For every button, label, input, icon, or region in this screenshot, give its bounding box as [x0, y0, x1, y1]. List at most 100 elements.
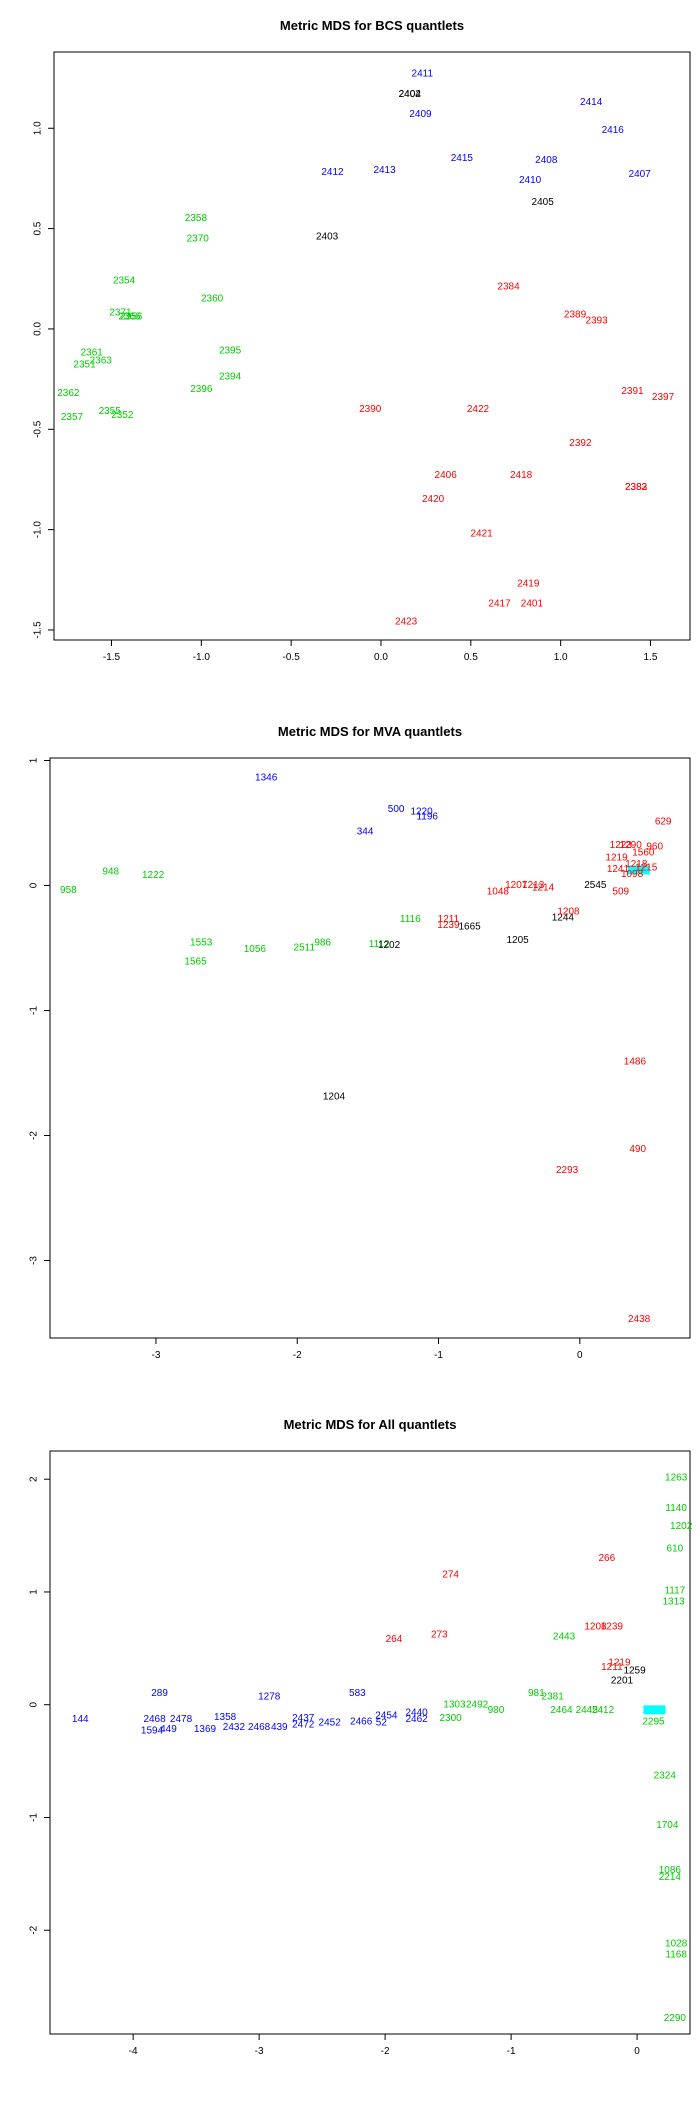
- chart-2-point-label: 52: [376, 1717, 388, 1728]
- chart-1-point-label: 1048: [487, 886, 510, 897]
- chart-2-point-label: 2466: [350, 1716, 373, 1727]
- chart-0-ytick-label: -0.5: [33, 420, 44, 438]
- chart-0-point-label: 2402: [399, 89, 422, 100]
- chart-0-xtick-label: -0.5: [283, 652, 301, 663]
- chart-0-point-label: 2356: [120, 312, 143, 323]
- chart-2-point-label: 980: [488, 1705, 505, 1716]
- chart-1-point-label: 1098: [621, 869, 644, 880]
- chart-1-point-label: 960: [646, 841, 663, 852]
- chart-0-point-label: 2384: [497, 281, 520, 292]
- chart-2-ytick-label: -1: [29, 1813, 40, 1822]
- chart-0-point-label: 2395: [219, 346, 242, 357]
- chart-1-point-label: 1290: [620, 840, 643, 851]
- chart-0-ytick-label: -1.0: [33, 521, 44, 539]
- chart-1-point-label: 1244: [552, 913, 575, 924]
- chart-0-point-label: 2382: [625, 482, 648, 493]
- chart-1-point-label: 1553: [190, 938, 213, 949]
- chart-1-point-label: 1219: [605, 853, 628, 864]
- chart-2-point-label: 439: [271, 1722, 288, 1733]
- chart-0-title: Metric MDS for BCS quantlets: [280, 18, 464, 33]
- chart-0-point-label: 2389: [564, 310, 587, 321]
- chart-0-point-label: 2390: [359, 404, 382, 415]
- chart-0-point-label: 2421: [470, 528, 493, 539]
- chart-1-point-label: 958: [60, 885, 77, 896]
- chart-mva: Metric MDS for MVA quantlets -3 -2 -1 0 -3 -2 -…: [0, 700, 700, 1400]
- chart-0-ytick-label: 1.0: [33, 121, 44, 135]
- chart-1-point-label: 2293: [556, 1165, 579, 1176]
- chart-0-point-label: 2363: [90, 356, 113, 367]
- chart-0-point-label: 2412: [321, 167, 344, 178]
- chart-1-point-label: 1560: [632, 848, 655, 859]
- chart-2-point-label: 1358: [214, 1712, 237, 1723]
- chart-1-point-label: 1239: [437, 920, 460, 931]
- chart-1-ytick-label: 1: [29, 757, 40, 763]
- chart-1-point-marker: [627, 865, 650, 875]
- chart-1-point-label: 1202: [378, 940, 401, 951]
- chart-2-point-label: 1369: [194, 1724, 217, 1735]
- chart-0-point-label: 2422: [467, 404, 490, 415]
- chart-0-point-label: 2396: [190, 384, 213, 395]
- chart-1-title: Metric MDS for MVA quantlets: [278, 724, 462, 739]
- chart-1-point-label: 1226: [627, 865, 650, 876]
- chart-2-point-label: 449: [160, 1724, 177, 1735]
- chart-2-ytick-label: 2: [29, 1476, 40, 1482]
- chart-2-point-label: 2440: [405, 1707, 428, 1718]
- chart-1-point-label: 2438: [628, 1314, 651, 1325]
- chart-2-point-label: 264: [386, 1634, 403, 1645]
- chart-2-point-label: 2324: [654, 1770, 677, 1781]
- chart-2-point-label: 2445: [576, 1705, 599, 1716]
- chart-2-point-label: 2300: [440, 1713, 463, 1724]
- chart-2-point-label: 1117: [664, 1585, 685, 1596]
- chart-0-point-label: 2415: [451, 153, 474, 164]
- chart-0-xtick-label: -1.0: [193, 652, 211, 663]
- chart-2-point-label: 1028: [665, 1938, 688, 1949]
- chart-2-point-label: 1259: [623, 1666, 646, 1677]
- chart-0-point-label: 2392: [569, 438, 592, 449]
- chart-2-point-label: 2201: [611, 1676, 634, 1687]
- chart-1-point-label: 2511: [294, 943, 316, 954]
- chart-0-point-label: 2410: [519, 175, 542, 186]
- chart-1-xtick-label: -3: [152, 1350, 161, 1361]
- chart-0-point-label: 2407: [629, 169, 652, 180]
- chart-1-ytick-label: -1: [29, 1006, 40, 1015]
- chart-0-plot-frame: [53, 51, 691, 641]
- chart-2-point-label: 1226: [642, 1705, 665, 1716]
- chart-1-xtick-label: 0: [577, 1350, 583, 1361]
- chart-0-xtick-label: 0.0: [374, 652, 388, 663]
- chart-bcs: Metric MDS for BCS quantlets -1.5 -1.0 -0.5…: [0, 0, 700, 700]
- chart-1-point-label: 1112: [369, 939, 390, 950]
- chart-0-point-label: 2358: [185, 213, 208, 224]
- chart-1-point-label: 344: [357, 826, 374, 837]
- chart-0-point-label: 2416: [602, 125, 625, 136]
- chart-1-point-label: 1207: [505, 880, 528, 891]
- chart-0-ytick-label: -1.5: [33, 621, 44, 639]
- chart-1-ytick-label: -3: [29, 1256, 40, 1265]
- chart-2-point-label: 144: [72, 1714, 89, 1725]
- chart-1-point-label: 1196: [416, 811, 438, 822]
- chart-2-point-label: 2437: [292, 1713, 315, 1724]
- chart-0-xtick-label: -1.5: [103, 652, 121, 663]
- chart-all-svg: Metric MDS for All quantlets -4 -3 -2 -1 0 -2 -…: [29, 1417, 693, 2057]
- chart-2-point-label: 1208: [584, 1622, 607, 1633]
- chart-0-point-label: 2401: [521, 599, 544, 610]
- chart-0-point-label: 2362: [57, 388, 80, 399]
- chart-2-point-label: 1303: [443, 1699, 466, 1710]
- chart-2-point-label: 1263: [665, 1473, 688, 1484]
- chart-0-point-label: 2371: [109, 308, 132, 319]
- chart-1-point-label: 1215: [635, 863, 658, 874]
- chart-0-point-label: 2355: [99, 406, 122, 417]
- chart-2-point-label: 610: [667, 1544, 684, 1555]
- chart-0-point-label: 2403: [316, 231, 339, 242]
- chart-1-point-label: 629: [655, 816, 672, 827]
- chart-0-point-label: 2423: [395, 617, 418, 628]
- chart-1-point-label: 1565: [184, 956, 207, 967]
- chart-2-point-label: 2381: [542, 1691, 565, 1702]
- chart-2-point-label: 583: [349, 1688, 366, 1699]
- chart-2-point-label: 2295: [642, 1716, 665, 1727]
- chart-1-point-label: 1218: [625, 859, 648, 870]
- chart-1-point-label: 490: [629, 1144, 646, 1155]
- chart-2-point-label: 1278: [258, 1691, 281, 1702]
- chart-1-ytick-label: -2: [29, 1131, 40, 1140]
- chart-2-xtick-label: -1: [507, 2046, 516, 2057]
- chart-0-point-label: 2352: [111, 410, 134, 421]
